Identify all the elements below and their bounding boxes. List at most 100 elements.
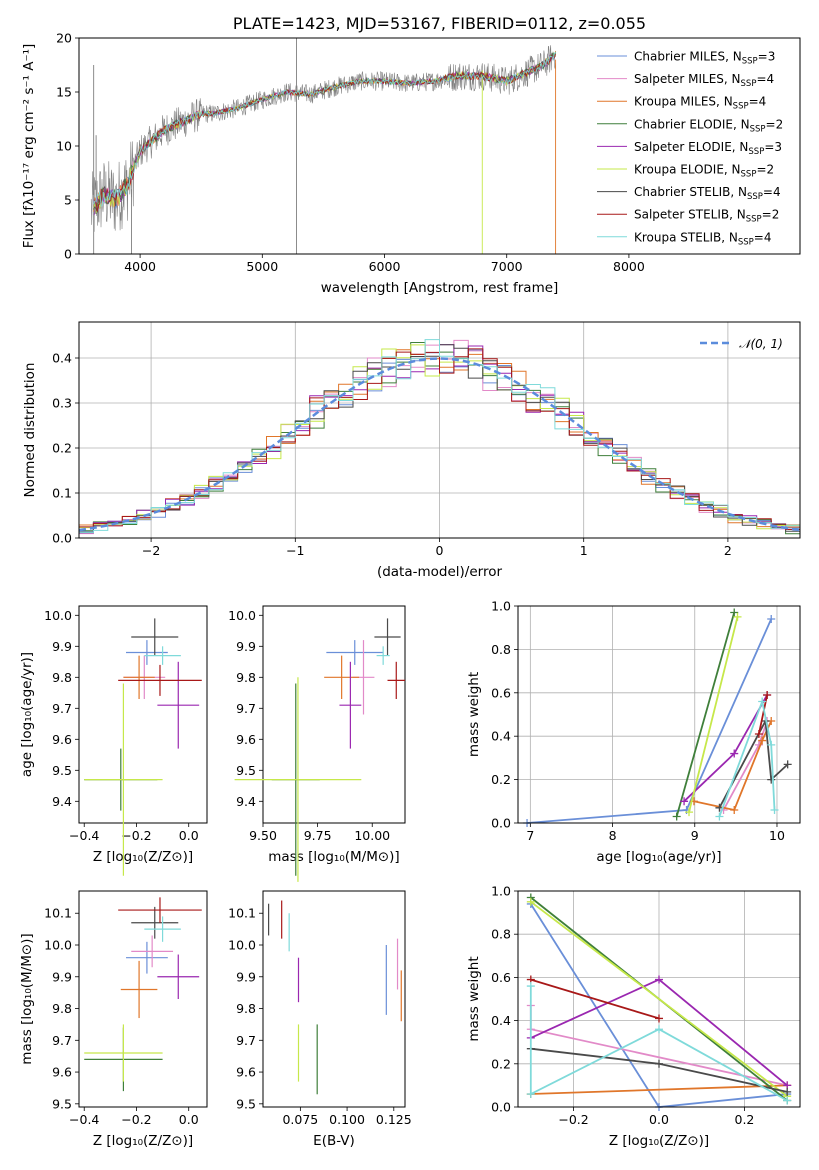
series-line: [530, 1084, 788, 1095]
histogram-step: [79, 344, 800, 530]
series-marker: [526, 897, 535, 906]
model-fit-line: [93, 53, 557, 212]
y-tick-label: 0.0: [491, 816, 511, 831]
legend-entry-label: Chabrier ELODIE, NSSP=2: [634, 117, 783, 134]
series-marker: [655, 1014, 663, 1023]
plot-frame: [78, 605, 208, 824]
series-marker: [758, 697, 767, 706]
series-marker: [655, 975, 663, 984]
legend-entry-label: Kroupa ELODIE, NSSP=2: [634, 163, 774, 180]
y-tick-label: 9.8: [236, 1001, 256, 1016]
series-marker: [526, 982, 535, 991]
y-tick-label: 9.7: [52, 701, 72, 716]
series-marker: [526, 1090, 535, 1099]
y-tick-label: 0.4: [491, 729, 511, 744]
series-marker: [770, 805, 779, 814]
y-tick-label: 9.6: [236, 1065, 256, 1080]
x-tick-label: 0: [436, 543, 444, 558]
y-tick-label: 0.8: [491, 927, 511, 942]
series-marker: [685, 808, 694, 817]
x-tick-label: −0.2: [121, 828, 151, 843]
y-tick-label: 0.6: [491, 970, 511, 985]
y-tick-label: 0.1: [52, 486, 72, 501]
y-tick-label: 10.0: [228, 938, 256, 953]
series-marker: [730, 749, 739, 758]
spectrum-plot-area: [90, 38, 557, 254]
series-marker: [767, 615, 776, 624]
y-tick-label: 0.2: [491, 1056, 511, 1071]
x-tick-label: 0.125: [376, 1112, 412, 1127]
x-tick-label: 0.0: [649, 1112, 669, 1127]
y-tick-label: 1.0: [491, 599, 511, 614]
x-tick-label: 0.075: [282, 1112, 318, 1127]
y-tick-label: 9.8: [52, 1001, 72, 1016]
y-tick-label: 9.9: [52, 969, 72, 984]
chart-title: PLATE=1423, MJD=53167, FIBERID=0112, z=0…: [233, 14, 646, 33]
y-tick-label: 9.8: [52, 670, 72, 685]
y-tick-label: 9.8: [236, 670, 256, 685]
x-tick-label: 9.75: [304, 828, 332, 843]
x-tick-label: 8: [609, 828, 617, 843]
normal-curve: [78, 357, 801, 532]
plot-frame: [262, 890, 406, 1108]
x-tick-label: 1: [580, 543, 588, 558]
series-line: [675, 612, 736, 817]
y-tick-label: 0.4: [491, 1013, 511, 1028]
y-axis-label: mass [log₁₀(M/M⊙)]: [19, 933, 35, 1064]
histogram-step: [79, 339, 800, 534]
y-tick-label: 1.0: [491, 884, 511, 899]
x-tick-label: 7: [526, 828, 534, 843]
y-tick-label: 9.7: [236, 1033, 256, 1048]
y-axis-label: Normed distribution: [22, 363, 38, 498]
y-axis-label: age [log₁₀(age/yr)]: [19, 652, 35, 777]
y-tick-label: 0.2: [491, 772, 511, 787]
series-marker: [655, 1025, 663, 1034]
y-tick-label: 9.5: [236, 763, 256, 778]
y-axis-label: Flux [fλ10⁻¹⁷ erg cm⁻² s⁻¹ A⁻¹]: [21, 44, 37, 249]
series-line: [530, 978, 660, 1020]
y-tick-label: 9.6: [236, 732, 256, 747]
plot-frame: [78, 890, 208, 1108]
y-tick-label: 9.7: [236, 701, 256, 716]
y-tick-label: 9.4: [236, 794, 256, 809]
plot-frame: [78, 321, 801, 539]
series-marker: [758, 736, 767, 745]
y-tick-label: 10.0: [228, 608, 256, 623]
plot-frame: [517, 890, 801, 1108]
legend-entry-label: Kroupa STELIB, NSSP=4: [634, 230, 772, 247]
y-tick-label: 15: [56, 85, 72, 100]
x-axis-label: age [log₁₀(age/yr)]: [596, 849, 721, 865]
y-tick-label: 9.6: [52, 1065, 72, 1080]
legend-label: 𝒩(0, 1): [739, 337, 783, 351]
series-line: [530, 901, 788, 1097]
x-axis-label: mass [log₁₀(M/M⊙)]: [268, 849, 399, 865]
y-tick-label: 9.9: [236, 639, 256, 654]
series-marker: [730, 608, 739, 617]
x-tick-label: −0.4: [69, 828, 99, 843]
y-tick-label: 10.0: [44, 938, 72, 953]
x-tick-label: 7000: [491, 259, 523, 274]
legend-entry-label: Chabrier STELIB, NSSP=4: [634, 185, 781, 202]
x-tick-label: 4000: [124, 259, 156, 274]
x-tick-label: 9: [691, 828, 699, 843]
x-tick-label: −1: [286, 543, 304, 558]
x-axis-label: wavelength [Angstrom, rest frame]: [321, 280, 559, 296]
y-tick-label: 9.9: [52, 639, 72, 654]
x-tick-label: 8000: [613, 259, 645, 274]
x-tick-label: 5000: [246, 259, 278, 274]
y-tick-label: 0.8: [491, 642, 511, 657]
y-tick-label: 0.3: [52, 396, 72, 411]
legend-entry-label: Salpeter STELIB, NSSP=2: [634, 208, 779, 225]
series-marker: [783, 1096, 792, 1105]
series-marker: [754, 730, 763, 739]
x-axis-label: Z [log₁₀(Z/Z⊙)]: [93, 1133, 193, 1149]
y-tick-label: 10.0: [44, 608, 72, 623]
histogram-step: [79, 348, 800, 530]
y-tick-label: 10.1: [228, 906, 256, 921]
series-marker: [655, 1059, 663, 1068]
x-tick-label: 0.0: [179, 828, 199, 843]
y-tick-label: 9.6: [52, 732, 72, 747]
legend-entry-label: Chabrier MILES, NSSP=3: [634, 50, 775, 67]
y-tick-label: 0.4: [52, 351, 72, 366]
